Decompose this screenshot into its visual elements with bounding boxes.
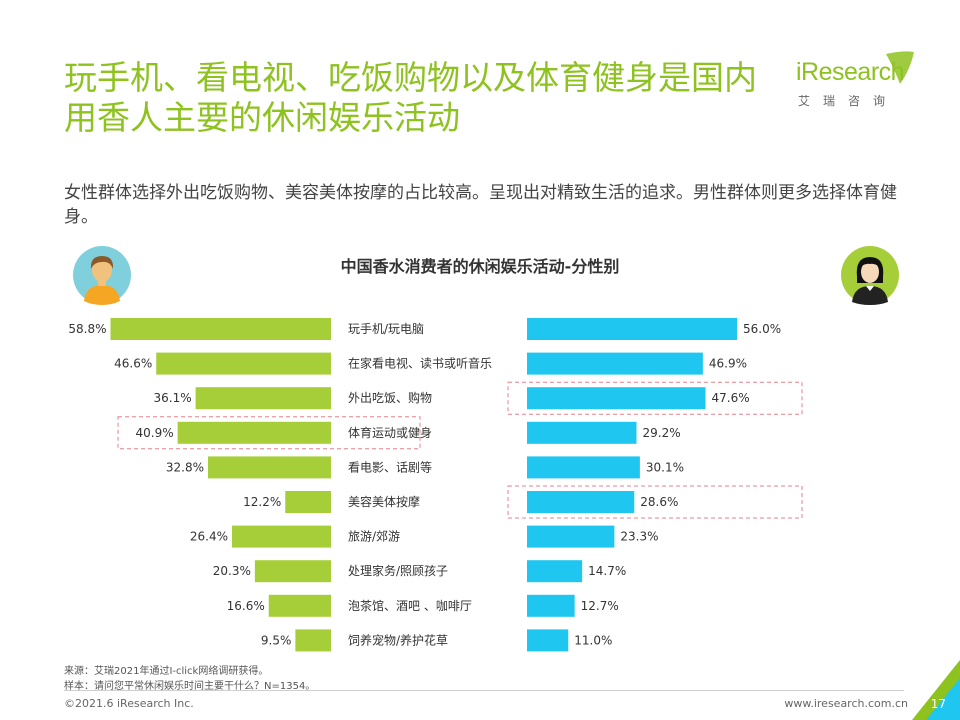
gender-activity-chart: 58.8% 玩手机/玩电脑 56.0% 46.6% 在家看电视、读书或听音乐 46.9% 3… [68, 318, 803, 652]
logo-word: iResearch [796, 58, 905, 86]
female-value-label: 23.3% [620, 530, 658, 544]
category-label: 看电影、话剧等 [348, 460, 432, 474]
female-value-label: 30.1% [646, 460, 684, 474]
page-title: 玩手机、看电视、吃饭购物以及体育健身是国内用香人主要的休闲娱乐活动 [64, 58, 757, 137]
male-bar [285, 491, 331, 513]
female-value-label: 28.6% [640, 495, 678, 509]
corner-decoration-icon [912, 660, 960, 720]
footer-divider [64, 690, 904, 691]
male-bar [232, 525, 331, 548]
male-value-label: 26.4% [190, 530, 228, 544]
female-avatar-icon [840, 245, 900, 305]
chart-title: 中国香水消费者的休闲娱乐活动-分性别 [340, 257, 620, 276]
category-label: 美容美体按摩 [348, 494, 420, 509]
iresearch-logo: iResearch 艾瑞咨询 [790, 50, 920, 110]
male-value-label: 40.9% [136, 426, 174, 440]
category-label: 体育运动或健身 [348, 425, 432, 440]
website: www.iresearch.com.cn [784, 697, 908, 710]
logo-subtitle: 艾瑞咨询 [798, 94, 899, 108]
female-bar [527, 421, 637, 444]
female-bar [527, 629, 569, 652]
female-bar [527, 594, 575, 617]
female-highlight-box [507, 381, 803, 415]
male-value-label: 9.5% [261, 633, 292, 647]
female-value-label: 56.0% [743, 322, 781, 336]
male-bar [268, 594, 331, 617]
page-subtitle: 女性群体选择外出吃饭购物、美容美体按摩的占比较高。呈现出对精致生活的追求。男性群… [64, 183, 897, 227]
male-value-label: 16.6% [227, 599, 265, 613]
page-number: 17 [930, 697, 946, 711]
female-value-label: 12.7% [581, 599, 619, 613]
female-value-label: 11.0% [574, 633, 612, 647]
female-value-label: 29.2% [643, 426, 681, 440]
male-value-label: 20.3% [213, 564, 251, 578]
female-value-label: 14.7% [588, 564, 626, 578]
male-bar [254, 560, 331, 583]
male-value-label: 36.1% [154, 391, 192, 405]
source-note: 来源：艾瑞2021年通过I-click网络调研获得。 [64, 666, 269, 677]
female-bar [527, 491, 635, 513]
male-value-label: 46.6% [114, 357, 152, 371]
female-bar [527, 456, 640, 479]
male-bar [110, 318, 331, 340]
male-bar [195, 387, 331, 410]
male-value-label: 32.8% [166, 460, 204, 474]
female-bar [527, 318, 737, 340]
female-value-label: 47.6% [712, 391, 750, 405]
copyright: ©2021.6 iResearch Inc. [64, 697, 194, 710]
female-bar [527, 352, 703, 375]
male-bar [156, 352, 331, 375]
sample-note: 样本：请问您平常休闲娱乐时间主要干什么？N=1354。 [64, 681, 316, 692]
category-label: 处理家务/照顾孩子 [348, 563, 448, 578]
male-avatar-icon [72, 245, 132, 305]
category-label: 旅游/郊游 [348, 530, 400, 544]
category-label: 泡茶馆、酒吧 、咖啡厅 [348, 598, 472, 613]
female-bar [527, 387, 706, 410]
category-label: 饲养宠物/养护花草 [348, 632, 448, 647]
female-value-label: 46.9% [709, 357, 747, 371]
male-value-label: 12.2% [243, 495, 281, 509]
male-bar [208, 456, 331, 479]
male-bar [295, 629, 331, 652]
male-highlight-box [117, 416, 421, 450]
category-label: 玩手机/玩电脑 [348, 322, 424, 336]
female-bar [527, 560, 583, 583]
logo-leaf-icon [886, 51, 914, 84]
male-bar [177, 421, 331, 444]
male-value-label: 58.8% [68, 322, 106, 336]
female-highlight-box [507, 485, 803, 519]
female-bar [527, 525, 615, 548]
category-label: 在家看电视、读书或听音乐 [348, 356, 492, 371]
category-label: 外出吃饭、购物 [348, 390, 432, 405]
